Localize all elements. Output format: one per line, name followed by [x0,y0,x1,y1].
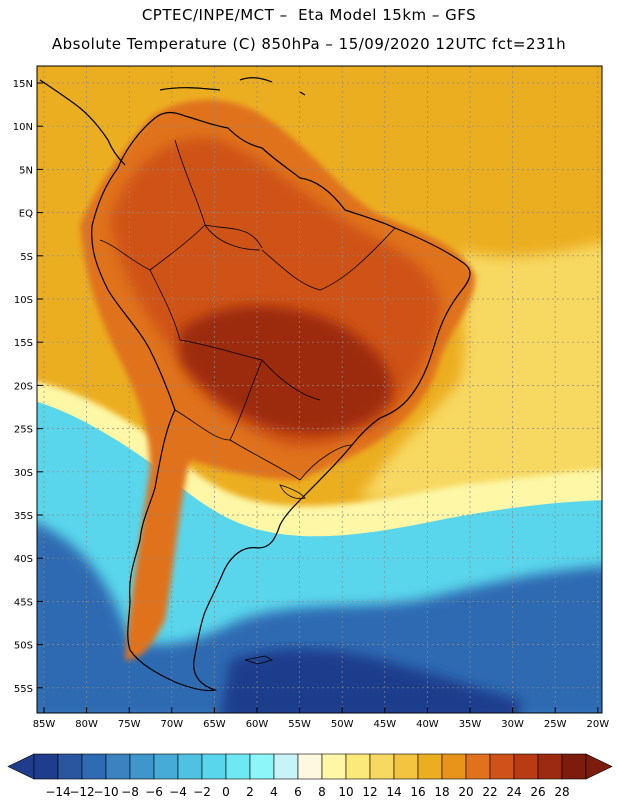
lat-label: 5N [19,165,33,176]
deep-cold-patch [221,648,520,713]
colorbar-label: 4 [270,785,278,799]
longitude-axis: 85W 80W 75W 70W 65W 60W 55W 50W 45W 40W 35W 30W 25W 2… [33,707,609,730]
continent-hot-core [180,306,392,434]
colorbar-swatch [153,753,179,780]
colorbar-swatch [129,753,155,780]
colorbar-label: 20 [458,785,473,799]
title-line-2: Absolute Temperature (C) 850hPa – 15/09/… [51,35,567,53]
colorbar-label: −10 [93,785,118,799]
colorbar-swatch [393,753,419,780]
colorbar-swatch [297,753,323,780]
colorbar-label: 10 [338,785,353,799]
colorbar-swatch [33,753,59,780]
colorbar-over-arrow [585,753,613,780]
lon-label: 30W [501,719,524,730]
lon-label: 45W [373,719,396,730]
lon-label: 75W [118,719,141,730]
lon-label: 55W [288,719,311,730]
lat-label: 20S [14,381,33,392]
colorbar-label: −14 [45,785,70,799]
cold-front-band [37,381,602,542]
colorbar-label: 0 [222,785,230,799]
colorbar-swatch [225,753,251,780]
map-frame [36,65,603,714]
colorbar-label: 8 [318,785,326,799]
lon-label: 80W [75,719,98,730]
colorbar-label: −6 [145,785,163,799]
colorbar-swatch [561,753,587,780]
country-borders [99,139,396,481]
south-coast-detail [244,484,306,665]
colorbar-label: 2 [246,785,254,799]
subtropical-ocean-field [360,242,602,500]
lat-label: 15S [14,338,33,349]
lat-label: EQ [19,209,33,220]
colorbar-label: −12 [69,785,94,799]
colorbar-swatch [417,753,443,780]
lon-label: 20W [586,719,609,730]
lon-label: 50W [331,719,354,730]
graticule [37,66,602,713]
lat-label: 50S [14,641,33,652]
caribbean-islands [159,77,306,96]
lon-label: 40W [416,719,439,730]
colorbar-under-arrow [7,753,35,780]
colorbar-label: 18 [434,785,449,799]
southern-cold-ocean [37,523,602,713]
lat-label: 55S [14,684,33,695]
lon-label: 35W [459,719,482,730]
colorbar-swatch [441,753,467,780]
lon-label: 65W [203,719,226,730]
colorbar-swatch [57,753,83,780]
colorbar-swatch [81,753,107,780]
lat-label: 10S [14,295,33,306]
colorbar-label: 28 [554,785,569,799]
colorbar-label: −8 [121,785,139,799]
colorbar-swatch [465,753,491,780]
colorbar-swatch [537,753,563,780]
lat-label: 10N [13,122,33,133]
latitude-axis: 15N 10N 5N EQ 5S 10S 15S 20S 25S 30S 35S 40S 45S 50S 5… [13,79,43,695]
colorbar-swatch [489,753,515,780]
colorbar-label: −2 [193,785,211,799]
colorbar: −14−12−10 −8 −6 −4 −2 0 2 4 6 8 10 12 14 16 18 20 22 24 26… [7,753,613,799]
lat-label: 45S [14,597,33,608]
south-america-coast [91,111,471,692]
lat-label: 40S [14,554,33,565]
colorbar-swatch [177,753,203,780]
colorbar-label: 26 [530,785,545,799]
colorbar-swatch [345,753,371,780]
central-america-coast [39,79,126,166]
lat-label: 5S [20,252,33,263]
lat-label: 15N [13,79,33,90]
colorbar-label: 16 [410,785,425,799]
colorbar-label: 12 [362,785,377,799]
lat-label: 30S [14,468,33,479]
colorbar-label: 24 [506,785,521,799]
colorbar-swatch [105,753,131,780]
lat-label: 35S [14,511,33,522]
lon-label: 70W [160,719,183,730]
colorbar-label: 6 [294,785,302,799]
colorbar-label: 22 [482,785,497,799]
lon-label: 85W [33,719,56,730]
colorbar-label: 14 [386,785,401,799]
coastline [39,77,471,692]
lat-label: 25S [14,425,33,436]
title-line-1: CPTEC/INPE/MCT – Eta Model 15km – GFS [141,6,477,24]
colorbar-swatch [201,753,227,780]
lon-label: 25W [544,719,567,730]
colorbar-swatch [273,753,299,780]
colorbar-swatch [321,753,347,780]
colorbar-swatch [513,753,539,780]
colorbar-label: −4 [169,785,187,799]
colorbar-swatch [369,753,395,780]
temperature-field [37,66,602,713]
colorbar-swatch [249,753,275,780]
lon-label: 60W [246,719,269,730]
